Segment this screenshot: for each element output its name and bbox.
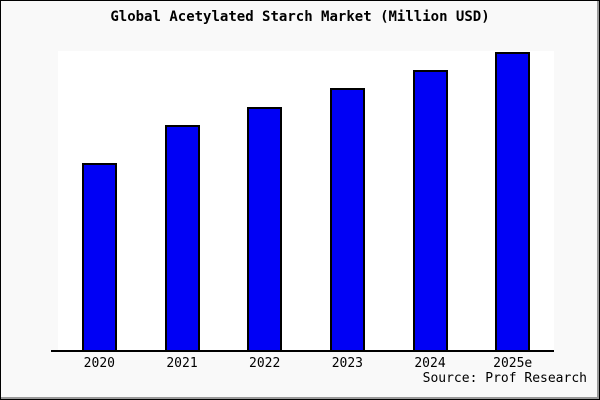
- x-axis-labels: 2020 2021 2022 2023 2024 2025e: [58, 357, 554, 371]
- chart-title: Global Acetylated Starch Market (Million…: [110, 9, 490, 25]
- x-tick-label-2021: 2021: [166, 356, 198, 371]
- x-tick-label-2023: 2023: [331, 356, 363, 371]
- bar-2020: [81, 162, 117, 351]
- bars-container: [58, 51, 554, 351]
- bar-2023: [329, 87, 365, 351]
- x-tick-label-2020: 2020: [83, 356, 115, 371]
- bar-slot: [471, 51, 554, 351]
- bar-2025e: [495, 51, 531, 351]
- bar-2022: [247, 107, 283, 351]
- x-tick-label-2022: 2022: [249, 356, 281, 371]
- bar-slot: [306, 51, 389, 351]
- source-credit: Source: Prof Research: [422, 371, 587, 386]
- bar-slot: [223, 51, 306, 351]
- plot-area: [58, 51, 554, 351]
- bar-slot: [58, 51, 141, 351]
- bar-2024: [412, 69, 448, 351]
- bar-slot: [389, 51, 472, 351]
- bar-2021: [164, 125, 200, 351]
- x-tick-label-2025e: 2025e: [493, 356, 533, 371]
- x-axis-line: [51, 350, 554, 352]
- x-tick-label-2024: 2024: [414, 356, 446, 371]
- bar-slot: [141, 51, 224, 351]
